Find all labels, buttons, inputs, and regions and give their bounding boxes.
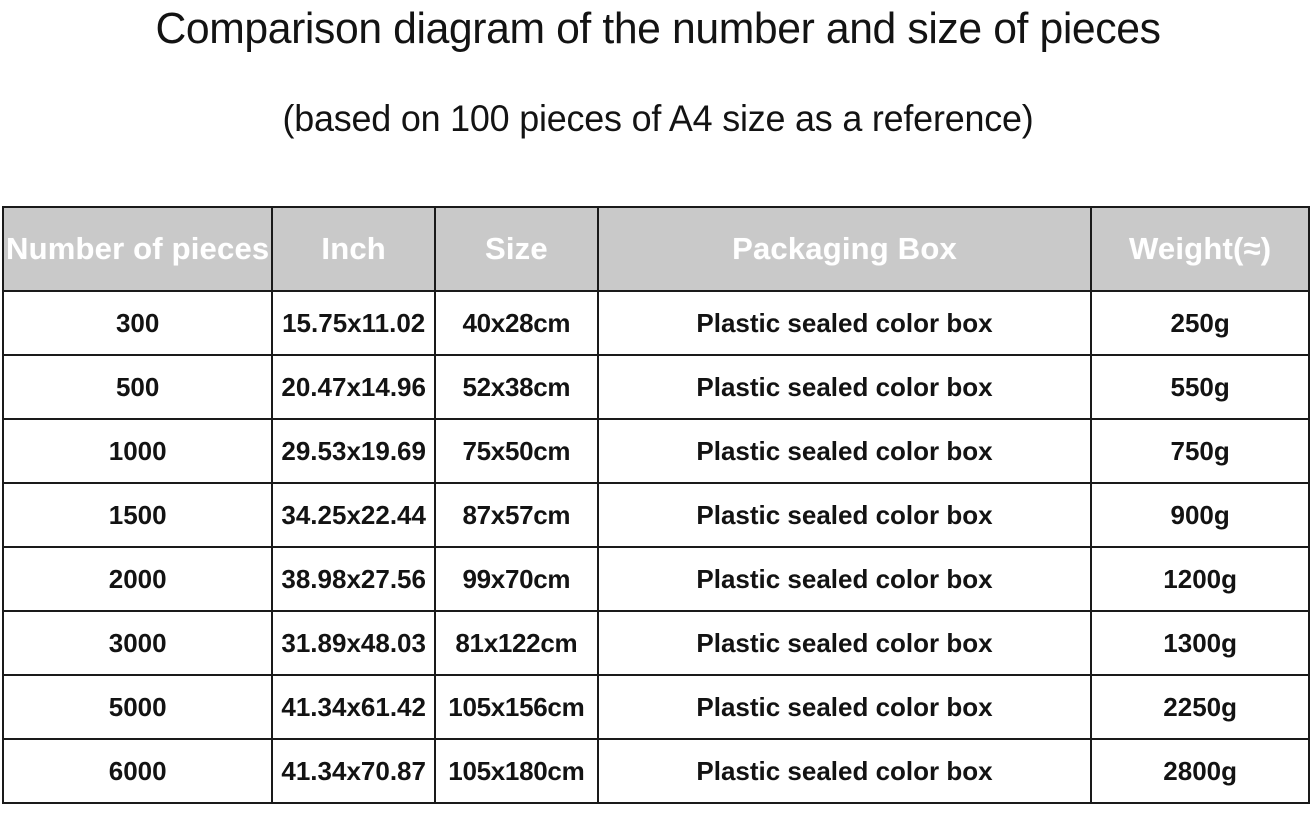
cell-weight: 1200g <box>1090 546 1310 612</box>
cell-inch: 34.25x22.44 <box>271 482 437 548</box>
cell-weight: 550g <box>1090 354 1310 420</box>
cell-count: 3000 <box>1 610 274 676</box>
column-header-inch: Inch <box>271 206 437 292</box>
cell-pack: Plastic sealed color box <box>596 546 1093 612</box>
table-body: 300 15.75x11.02 40x28cm Plastic sealed colo… <box>1 290 1310 804</box>
page-title: Comparison diagram of the number and siz… <box>155 4 1161 53</box>
cell-pack: Plastic sealed color box <box>596 674 1093 740</box>
table-row: 500 20.47x14.96 52x38cm Plastic sealed colo… <box>1 354 1310 420</box>
cell-inch: 31.89x48.03 <box>271 610 437 676</box>
cell-inch: 29.53x19.69 <box>271 418 437 484</box>
cell-weight: 750g <box>1090 418 1310 484</box>
cell-size: 40x28cm <box>434 290 599 356</box>
column-header-weight: Weight(≈) <box>1090 206 1310 292</box>
table-row: 6000 41.34x70.87 105x180cm Plastic sealed c… <box>1 738 1310 804</box>
cell-pack: Plastic sealed color box <box>596 610 1093 676</box>
cell-inch: 38.98x27.56 <box>271 546 437 612</box>
table-row: 2000 38.98x27.56 99x70cm Plastic sealed col… <box>1 546 1310 612</box>
cell-size: 105x180cm <box>434 738 599 804</box>
cell-inch: 20.47x14.96 <box>271 354 437 420</box>
cell-inch: 15.75x11.02 <box>271 290 437 356</box>
table-row: 3000 31.89x48.03 81x122cm Plastic sealed co… <box>1 610 1310 676</box>
cell-weight: 2250g <box>1090 674 1310 740</box>
cell-size: 99x70cm <box>434 546 599 612</box>
cell-weight: 2800g <box>1090 738 1310 804</box>
table-row: 300 15.75x11.02 40x28cm Plastic sealed colo… <box>1 290 1310 356</box>
cell-inch: 41.34x61.42 <box>271 674 437 740</box>
cell-pack: Plastic sealed color box <box>596 738 1093 804</box>
cell-weight: 250g <box>1090 290 1310 356</box>
table-row: 5000 41.34x61.42 105x156cm Plastic sealed c… <box>1 674 1310 740</box>
cell-count: 5000 <box>1 674 274 740</box>
cell-size: 87x57cm <box>434 482 599 548</box>
cell-pack: Plastic sealed color box <box>596 482 1093 548</box>
cell-count: 1500 <box>1 482 274 548</box>
title-block: Comparison diagram of the number and siz… <box>0 0 1316 142</box>
cell-size: 81x122cm <box>434 610 599 676</box>
specification-table: Number of pieces Inch Size Packaging Box… <box>1 206 1310 804</box>
cell-count: 6000 <box>1 738 274 804</box>
column-header-number-of-pieces: Number of pieces <box>1 206 274 292</box>
table-row: 1000 29.53x19.69 75x50cm Plastic sealed col… <box>1 418 1310 484</box>
cell-pack: Plastic sealed color box <box>596 418 1093 484</box>
column-header-packaging-box: Packaging Box <box>596 206 1093 292</box>
cell-pack: Plastic sealed color box <box>596 290 1093 356</box>
cell-size: 105x156cm <box>434 674 599 740</box>
cell-count: 2000 <box>1 546 274 612</box>
column-header-size: Size <box>434 206 599 292</box>
cell-size: 75x50cm <box>434 418 599 484</box>
cell-size: 52x38cm <box>434 354 599 420</box>
cell-count: 1000 <box>1 418 274 484</box>
cell-count: 300 <box>1 290 274 356</box>
cell-weight: 1300g <box>1090 610 1310 676</box>
spec-table-container: Number of pieces Inch Size Packaging Box… <box>1 206 1312 804</box>
table-row: 1500 34.25x22.44 87x57cm Plastic sealed col… <box>1 482 1310 548</box>
cell-pack: Plastic sealed color box <box>596 354 1093 420</box>
cell-count: 500 <box>1 354 274 420</box>
page-subtitle: (based on 100 pieces of A4 size as a ref… <box>282 98 1034 139</box>
cell-weight: 900g <box>1090 482 1310 548</box>
table-header-row: Number of pieces Inch Size Packaging Box… <box>1 206 1310 292</box>
cell-inch: 41.34x70.87 <box>271 738 437 804</box>
